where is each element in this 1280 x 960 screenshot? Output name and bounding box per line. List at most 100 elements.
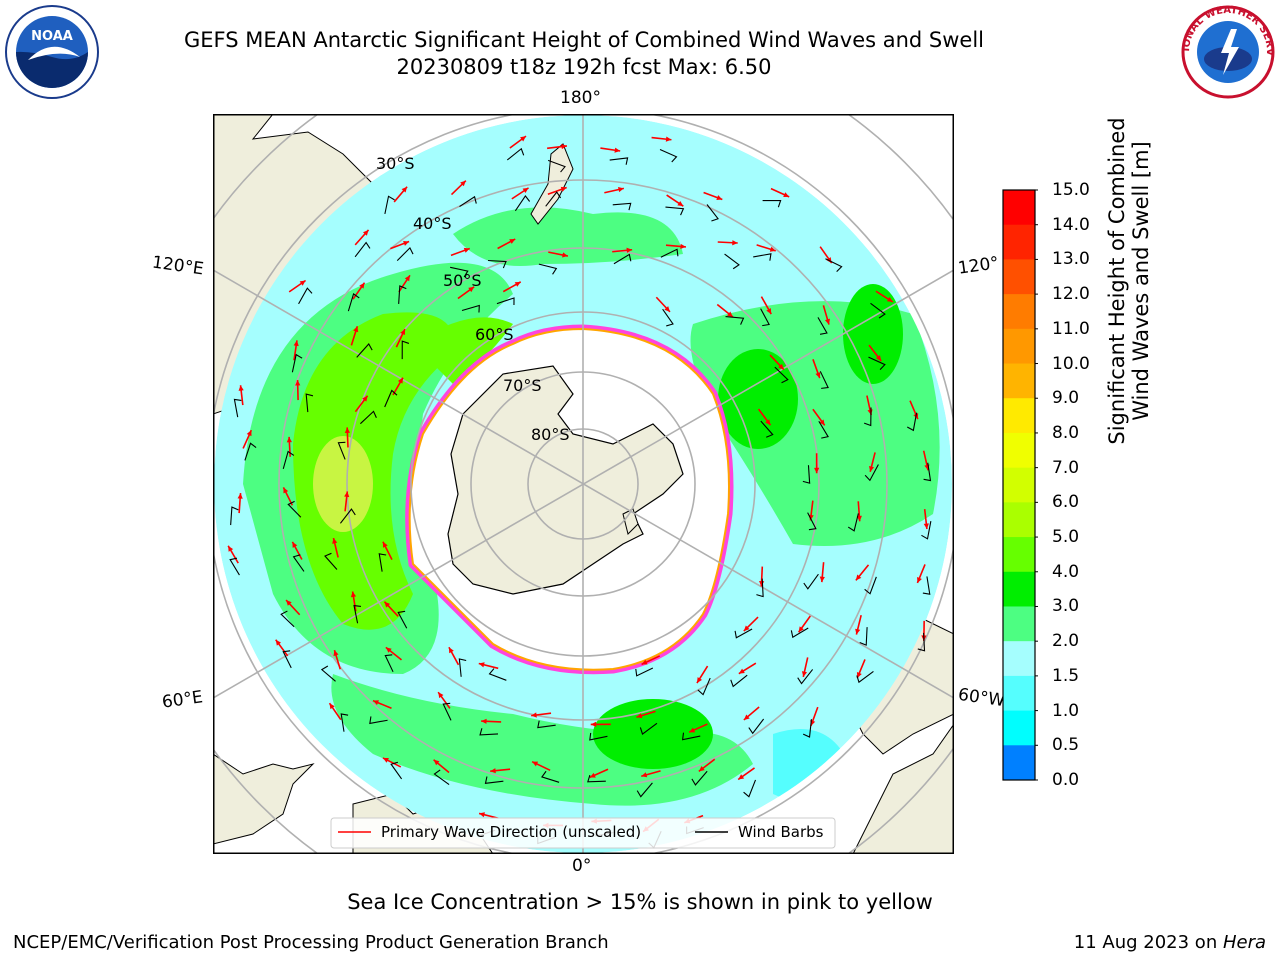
colorbar-tick-label: 12.0: [1052, 284, 1090, 305]
wave-arrow-head: [856, 515, 862, 522]
colorbar-swatch: [1003, 571, 1035, 607]
wave-arrow-head: [778, 363, 784, 370]
wave-arrow-head: [636, 713, 643, 719]
wave-arrow-head: [689, 727, 696, 733]
wave-arrow-head: [561, 143, 567, 150]
wind-barb: [802, 719, 812, 738]
wind-barb: [461, 304, 480, 313]
colorbar-swatch: [1003, 537, 1035, 573]
wave-arrow-head: [463, 247, 470, 253]
wind-barb: [760, 420, 774, 438]
wave-arrow-head: [372, 700, 379, 706]
chart-subtitle: 20230809 t18z 192h fcst Max: 6.50: [396, 55, 772, 79]
wave-arrow-head: [618, 186, 624, 193]
wind-barb: [282, 650, 292, 669]
wave-arrow-head: [696, 677, 703, 684]
wave-arrow-head: [400, 329, 405, 336]
wind-barb: [870, 302, 886, 319]
footer-date-text: 11 Aug 2023 on: [1073, 932, 1223, 953]
wind-barb: [681, 732, 701, 741]
wave-zone-mid: [413, 317, 513, 384]
colorbar-swatch: [1003, 467, 1035, 503]
colorbar-label-line1: Significant Height of Combined: [1105, 117, 1129, 445]
colorbar-frame: [1002, 189, 1036, 781]
wind-barb: [635, 667, 654, 677]
wave-arrow-head: [228, 545, 234, 552]
wave-arrow-head: [479, 812, 485, 818]
colorbar-tick-label: 5.0: [1052, 527, 1080, 548]
wind-barb: [856, 671, 874, 684]
new-zealand: [530, 143, 574, 225]
wave-arrow-head: [438, 692, 444, 699]
colorbar-tick-label: 11.0: [1052, 318, 1090, 339]
wind-barb: [802, 465, 811, 484]
wind-barb: [347, 292, 360, 312]
wave-arrow-head: [855, 574, 862, 581]
wave-arrow-head: [743, 625, 750, 632]
colorbar-tick-label: 15.0: [1052, 180, 1090, 200]
wind-barb: [396, 246, 414, 262]
wave-arrow-head: [283, 487, 289, 494]
wind-barb: [384, 195, 395, 215]
wave-arrow-head: [815, 372, 821, 379]
wave-arrow-head: [626, 247, 633, 253]
wind-barb: [287, 500, 302, 518]
chart-title: GEFS MEAN Antarctic Significant Height o…: [183, 28, 985, 52]
lat-label-60s: 60°S: [475, 325, 514, 344]
wind-barb: [442, 702, 452, 721]
graticule: [213, 114, 954, 854]
lat-label-30s: 30°S: [376, 154, 415, 173]
wind-barb: [760, 308, 770, 327]
wind-barb: [292, 554, 305, 572]
wave-arrow-head: [275, 639, 282, 646]
wave-zone-pacific-core-1: [718, 349, 798, 449]
wave-arrow-head: [614, 147, 621, 153]
wind-barb: [756, 578, 764, 598]
wind-barb: [488, 668, 507, 681]
wind-barb: [356, 343, 373, 358]
wind-barb: [298, 287, 313, 305]
wave-arrow-head: [292, 541, 298, 548]
wave-arrow-head: [246, 430, 252, 437]
legend-barbs-label: Wind Barbs: [738, 823, 824, 841]
wave-arrow-head: [344, 427, 350, 433]
wave-arrow-head: [382, 541, 388, 548]
wind-barb: [923, 462, 932, 482]
wave-arrow-head: [404, 275, 410, 282]
wave-arrow-head: [917, 576, 922, 583]
wind-barb: [803, 573, 819, 590]
wave-arrow-head: [801, 671, 808, 677]
wind-barb: [922, 576, 931, 595]
wave-arrow-head: [765, 419, 771, 426]
wind-barb: [609, 157, 629, 165]
wave-arrow-head: [299, 280, 306, 286]
wind-barb: [636, 782, 653, 798]
wind-barb: [818, 420, 829, 439]
colorbar-swatch: [1003, 328, 1035, 365]
colorbar-swatch: [1003, 432, 1035, 469]
colorbar-tick-label: 0.5: [1052, 735, 1080, 756]
colorbar-label-line2: Wind Waves and Swell [m]: [1129, 141, 1153, 421]
lon-label-60e: 60°E: [160, 687, 205, 713]
wave-arrow-head: [798, 626, 804, 633]
wind-barb: [340, 713, 349, 732]
wave-arrow-head: [814, 467, 820, 474]
wind-barb: [282, 450, 295, 469]
colorbar-swatch: [1003, 224, 1035, 260]
colorbar-tick-label: 2.0: [1052, 631, 1080, 652]
wind-barb: [541, 770, 560, 783]
wave-arrow-head: [520, 136, 526, 142]
nws-logo: NATIONAL WEATHER SERVICE: [1179, 5, 1275, 99]
colorbar-tick-label: 1.0: [1052, 700, 1080, 721]
wave-arrow-head: [641, 772, 648, 778]
wind-barb: [291, 353, 303, 373]
wind-barb: [797, 669, 814, 685]
wind-barb: [825, 258, 843, 273]
wind-barb: [353, 604, 362, 624]
colorbar: [1002, 189, 1038, 781]
wave-arrow-head: [433, 759, 440, 766]
map-frame: [213, 114, 954, 854]
wind-barb: [305, 393, 314, 413]
wind-barb: [790, 627, 809, 639]
wind-barb: [921, 521, 932, 540]
